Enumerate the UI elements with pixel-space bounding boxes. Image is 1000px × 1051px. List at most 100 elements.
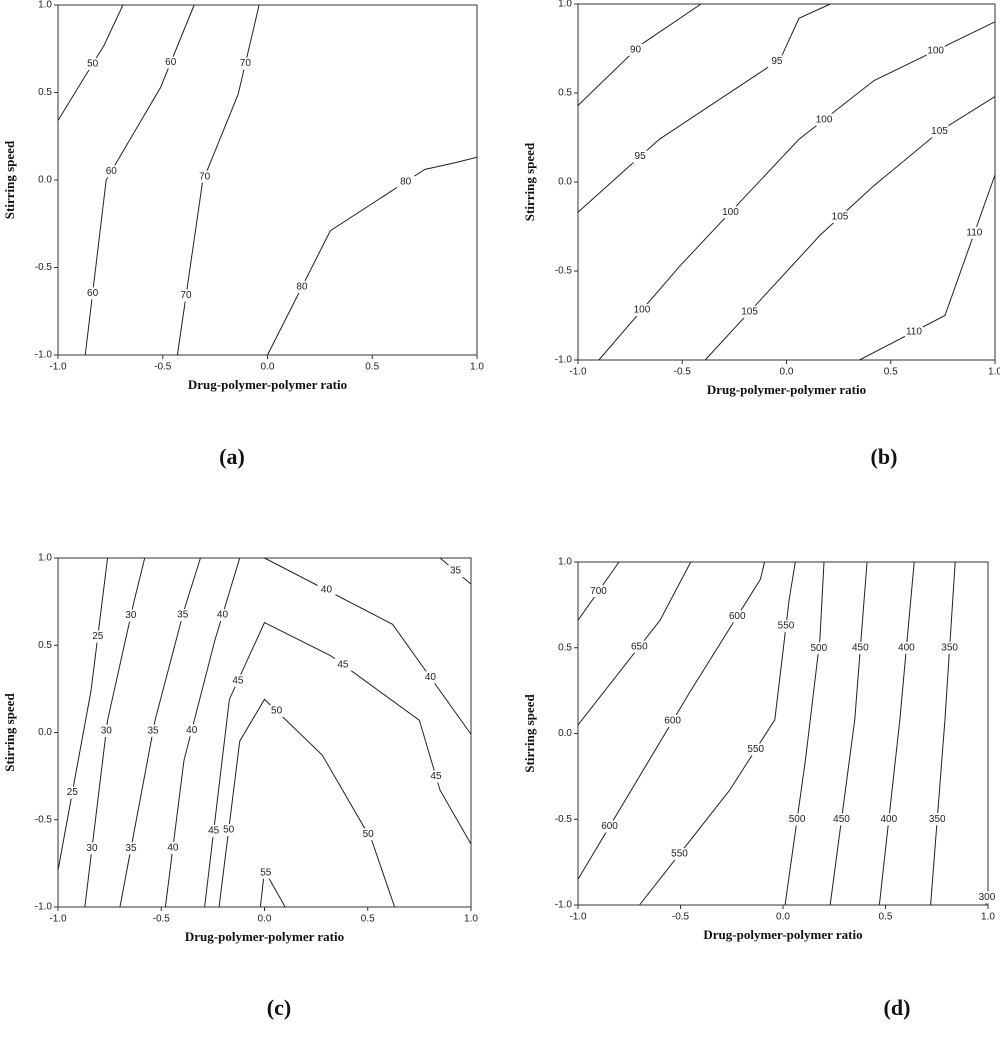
panel-label: (d) (884, 995, 911, 1020)
contour-line (267, 156, 478, 356)
y-tick-label: -1.0 (555, 900, 573, 911)
y-tick-label: 0.0 (38, 727, 52, 738)
contour-label-bg (740, 305, 759, 318)
contour-label-bg (177, 289, 196, 302)
contour-label-bg (879, 813, 898, 826)
x-tick-label: 1.0 (470, 362, 484, 373)
contour-label: 550 (747, 744, 764, 755)
contour-line (264, 557, 472, 735)
contour-label-bg (926, 44, 945, 57)
contour-label-bg (267, 705, 286, 718)
contour-label: 70 (199, 171, 211, 182)
x-tick-label: -0.5 (674, 367, 692, 378)
contour-label: 100 (927, 45, 944, 56)
x-tick-label: 0.5 (879, 912, 893, 923)
contour-label: 40 (321, 585, 333, 596)
contour-label-bg (663, 714, 682, 727)
contour-label-bg (446, 565, 465, 578)
contour-label-bg (426, 770, 445, 783)
x-tick-label: 0.5 (884, 367, 898, 378)
plot-frame (57, 557, 472, 908)
contour-label-bg (83, 57, 102, 70)
y-tick-label: 0.5 (38, 640, 52, 651)
contour-label: 100 (722, 207, 739, 218)
contour-label: 105 (741, 306, 758, 317)
contour-label: 45 (232, 675, 244, 686)
contour-label: 45 (337, 659, 349, 670)
contour-label: 100 (634, 305, 651, 316)
contour-line (930, 561, 956, 906)
contour-line (829, 561, 868, 906)
x-axis-label: Drug-polymer-polymer ratio (707, 382, 866, 397)
contour-line (84, 4, 195, 356)
x-tick-label: -1.0 (569, 912, 587, 923)
contour-label-bg (173, 609, 192, 622)
x-tick-label: -0.5 (153, 914, 171, 925)
contour-label: 25 (67, 787, 79, 798)
contour-label-bg (626, 43, 645, 56)
contour-line (57, 557, 109, 871)
y-tick-label: 1.0 (558, 557, 572, 568)
contour-line (204, 621, 472, 908)
contour-label: 45 (430, 771, 442, 782)
contour-label-bg (292, 280, 311, 293)
panel: -1.0 -0.5 0.0 0.5 1.0 -1.0 -0.5 0.0 0.5 1.0 Drug-p… (522, 557, 996, 1020)
contour-label-bg (195, 170, 214, 183)
y-tick-label: 0.5 (558, 88, 572, 99)
plot-frame (577, 561, 989, 906)
contour-label: 60 (106, 166, 118, 177)
contour-label-bg (600, 820, 619, 833)
contour-label-bg (809, 642, 828, 655)
contour-label: 50 (363, 829, 375, 840)
contour-label: 40 (186, 725, 198, 736)
contour-label-bg (815, 113, 834, 126)
x-tick-label: 0.0 (776, 912, 790, 923)
contour-label-bg (97, 725, 116, 738)
contour-label-bg (851, 642, 870, 655)
contour-label-bg (788, 813, 807, 826)
contour-label-bg (219, 824, 238, 837)
contour-label-bg (832, 813, 851, 826)
y-tick-label: 0.5 (558, 642, 572, 653)
y-tick-label: -0.5 (35, 814, 53, 825)
contour-label: 105 (832, 212, 849, 223)
contour-label: 50 (87, 59, 99, 70)
contour-label-bg (228, 674, 247, 687)
y-axis-label: Stirring speed (2, 140, 17, 219)
contour-label: 50 (271, 706, 283, 717)
contour-label-bg (928, 813, 947, 826)
y-axis-label: Stirring speed (522, 142, 537, 221)
panel: -1.0 -0.5 0.0 0.5 1.0 -1.0 -0.5 0.0 0.5 1.0 Drug-p… (2, 553, 478, 1020)
y-tick-label: -0.5 (35, 262, 53, 273)
contour-line (176, 4, 260, 356)
y-tick-label: -0.5 (555, 266, 573, 277)
contour-label-bg (121, 609, 140, 622)
contour-label-bg (317, 584, 336, 597)
y-tick-label: -1.0 (555, 355, 573, 366)
contour-label: 100 (816, 114, 833, 125)
y-axis-label: Stirring speed (2, 693, 17, 772)
contour-label: 30 (125, 610, 137, 621)
contour-label: 110 (906, 326, 922, 337)
x-tick-label: 0.0 (261, 362, 275, 373)
contour-label-bg (632, 304, 651, 317)
contour-line (639, 561, 796, 906)
x-tick-label: 1.0 (981, 912, 995, 923)
contour-label-bg (776, 620, 795, 633)
contour-label: 80 (296, 281, 308, 292)
contour-label: 700 (590, 586, 607, 597)
contour-label-bg (670, 848, 689, 861)
contour-line (859, 174, 996, 361)
contour-line (784, 561, 825, 906)
contour-label: 60 (165, 57, 177, 68)
panel-label: (a) (219, 444, 245, 469)
contour-line (577, 561, 766, 880)
x-tick-label: -1.0 (49, 362, 67, 373)
contour-label: 30 (101, 726, 113, 737)
contour-label: 600 (601, 821, 618, 832)
contour-label-bg (359, 828, 378, 841)
x-tick-label: 1.0 (988, 367, 1000, 378)
contour-label-bg (396, 175, 415, 188)
contour-label-bg (144, 724, 163, 737)
contour-label-bg (83, 287, 102, 300)
